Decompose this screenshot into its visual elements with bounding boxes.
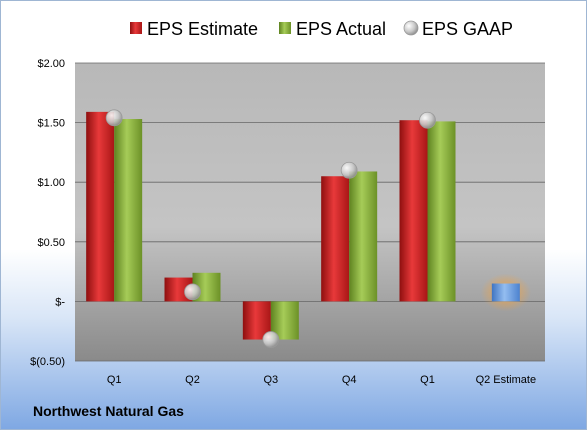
bar-eps-estimate — [86, 111, 115, 302]
gaap-point — [262, 331, 280, 348]
legend: EPS Estimate EPS Actual EPS GAAP — [130, 19, 513, 39]
gaap-point — [419, 111, 436, 129]
legend-swatch-actual — [279, 22, 291, 34]
bar-eps-actual — [114, 119, 143, 302]
bar-eps-actual — [427, 121, 456, 302]
bar-future-estimate — [491, 283, 520, 302]
bars — [86, 111, 532, 340]
x-tick-label: Q3 — [263, 374, 278, 386]
legend-label-actual: EPS Actual — [296, 19, 386, 39]
y-tick-label: $1.50 — [37, 118, 65, 130]
y-tick-label: $2.00 — [37, 58, 65, 70]
y-tick-label: $0.50 — [37, 237, 65, 249]
gaap-point — [340, 161, 358, 179]
bar-eps-estimate — [321, 176, 350, 302]
company-name: Northwest Natural Gas — [33, 403, 184, 419]
legend-swatch-estimate — [130, 22, 142, 34]
gaap-point — [105, 109, 123, 127]
bar-eps-actual — [349, 171, 378, 302]
gaap-points — [105, 109, 436, 348]
x-tick-label: Q2 — [185, 374, 200, 386]
grid-lines — [75, 62, 545, 362]
bar-eps-estimate — [399, 120, 428, 302]
x-axis-ticks: Q1 Q2 Q3 Q4 Q1 Q2 Estimate — [107, 374, 536, 386]
y-axis-ticks: $2.00 $1.50 $1.00 $0.50 $- $(0.50) — [30, 58, 65, 368]
gaap-point — [184, 283, 201, 301]
legend-label-estimate: EPS Estimate — [147, 19, 258, 39]
y-tick-label: $1.00 — [37, 177, 65, 189]
legend-label-gaap: EPS GAAP — [422, 19, 513, 39]
x-tick-label: Q4 — [342, 374, 357, 386]
x-tick-label: Q1 — [107, 374, 122, 386]
y-tick-label: $- — [55, 296, 65, 308]
legend-marker-gaap — [403, 20, 419, 36]
plot-area — [75, 63, 545, 361]
x-tick-label: Q2 Estimate — [476, 374, 537, 386]
y-tick-label: $(0.50) — [30, 356, 65, 368]
x-tick-label: Q1 — [420, 374, 435, 386]
